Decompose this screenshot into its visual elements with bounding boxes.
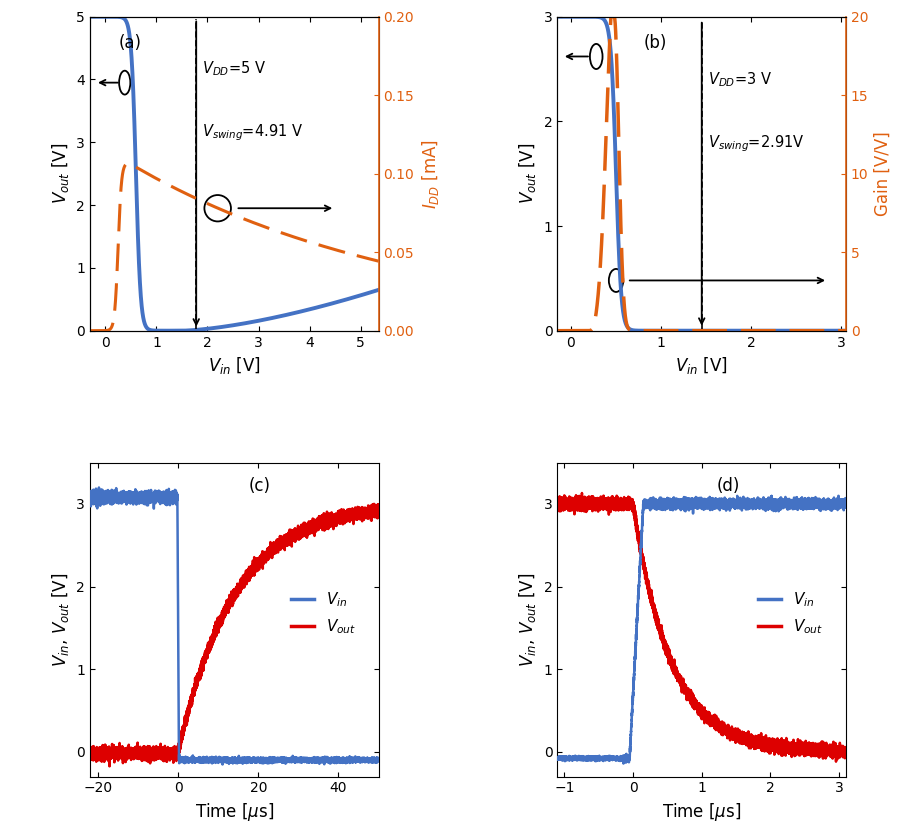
Text: (c): (c) [248,477,271,495]
X-axis label: $V_{in}$ [V]: $V_{in}$ [V] [208,355,261,376]
Text: $V_{swing}$=2.91V: $V_{swing}$=2.91V [708,134,805,154]
X-axis label: Time [$\mu$s]: Time [$\mu$s] [194,801,274,823]
Legend: $V_{in}$, $V_{out}$: $V_{in}$, $V_{out}$ [284,584,363,642]
Y-axis label: $V_{out}$ [V]: $V_{out}$ [V] [518,143,538,205]
Y-axis label: $V_{out}$ [V]: $V_{out}$ [V] [50,143,71,205]
Text: $V_{DD}$=5 V: $V_{DD}$=5 V [202,59,266,78]
Text: (a): (a) [119,34,142,52]
X-axis label: Time [$\mu$s]: Time [$\mu$s] [662,801,742,823]
Y-axis label: $I_{DD}$ [mA]: $I_{DD}$ [mA] [419,139,441,209]
Y-axis label: $V_{in}$, $V_{out}$ [V]: $V_{in}$, $V_{out}$ [V] [50,573,71,666]
Legend: $V_{in}$, $V_{out}$: $V_{in}$, $V_{out}$ [752,584,830,642]
Text: $V_{DD}$=3 V: $V_{DD}$=3 V [708,71,772,89]
Y-axis label: $V_{in}$, $V_{out}$ [V]: $V_{in}$, $V_{out}$ [V] [518,573,538,666]
Text: $V_{swing}$=4.91 V: $V_{swing}$=4.91 V [202,122,303,143]
Text: (b): (b) [644,34,668,52]
Text: (d): (d) [716,477,740,495]
Y-axis label: Gain [V/V]: Gain [V/V] [874,131,892,216]
X-axis label: $V_{in}$ [V]: $V_{in}$ [V] [675,355,728,376]
